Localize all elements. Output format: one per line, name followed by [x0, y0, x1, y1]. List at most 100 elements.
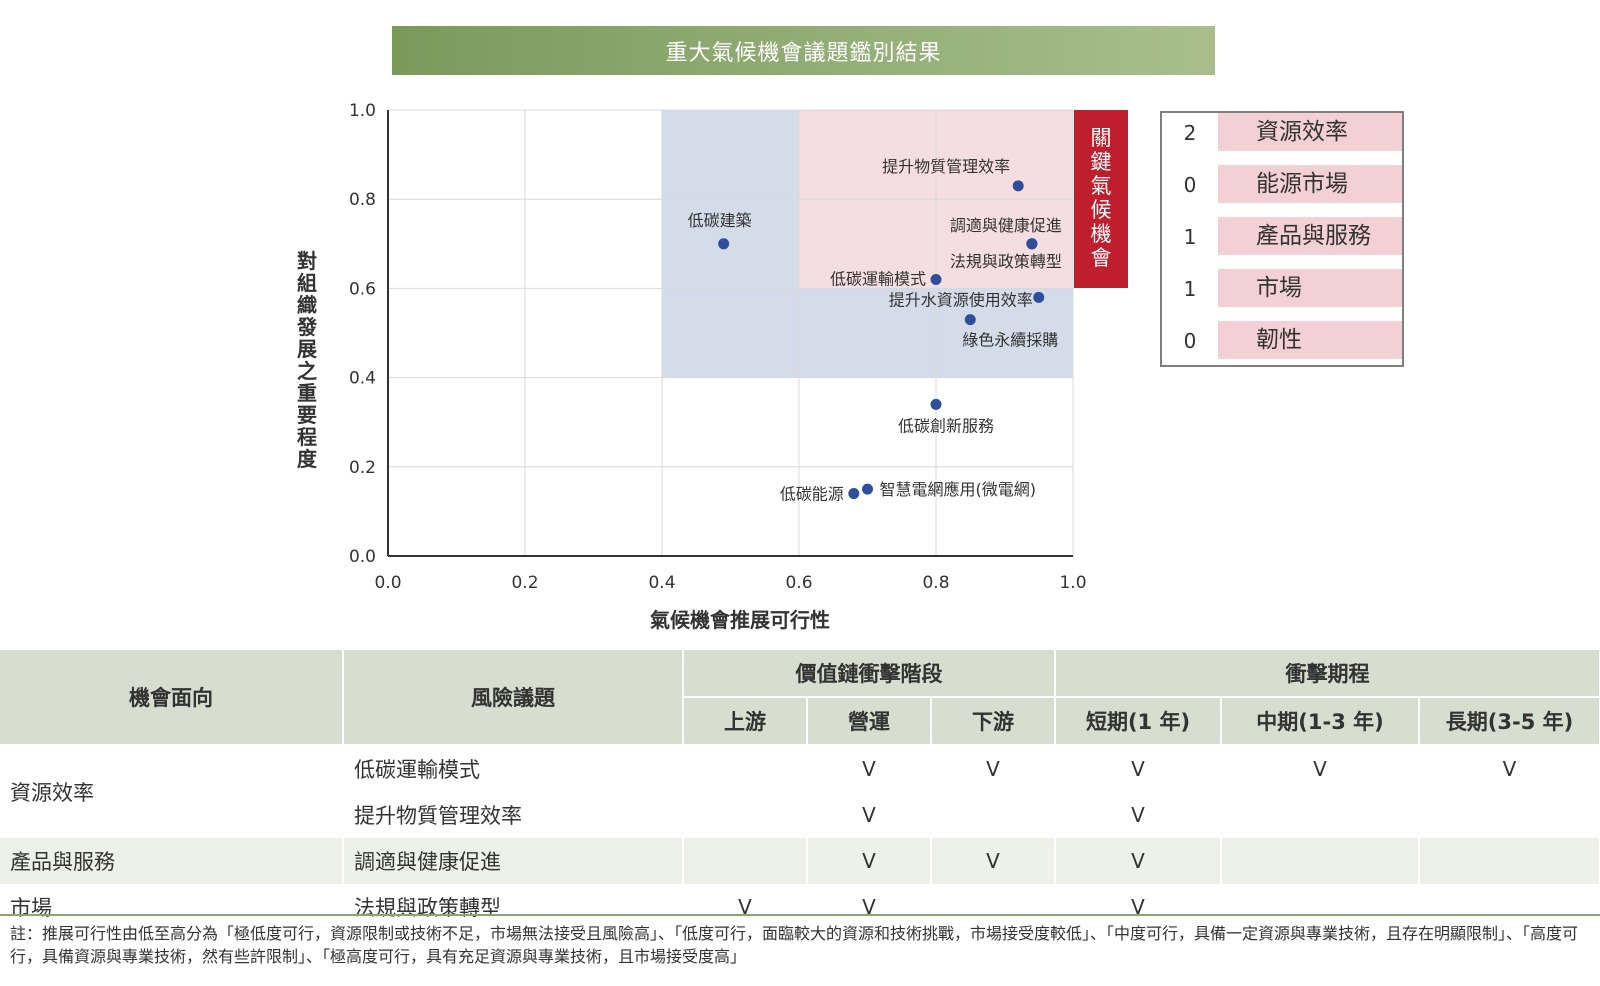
- key-opportunity-tag: 關鍵氣候機會: [1074, 110, 1128, 288]
- y-tick-label: 0.4: [349, 369, 376, 389]
- y-tick-label: 1.0: [349, 101, 376, 121]
- mark-cell: [1221, 884, 1421, 930]
- footnote: 註：推展可行性由低至高分為「極低度可行，資源限制或技術不足，市場無法接受且風險高…: [10, 924, 1579, 966]
- mark-cell: V: [807, 884, 932, 930]
- point-label: 智慧電網應用(微電網): [880, 480, 1037, 499]
- row-aspect: 資源效率: [0, 745, 344, 838]
- key-label: 韌性: [1218, 321, 1402, 359]
- key-row: 1 產品與服務: [1162, 217, 1402, 257]
- x-tick-label: 1.0: [1059, 573, 1086, 593]
- data-point: [848, 488, 860, 500]
- key-count: 1: [1183, 225, 1197, 249]
- mark-cell: V: [1419, 745, 1600, 792]
- mark-cell: [1221, 792, 1421, 838]
- key-count: 0: [1183, 173, 1197, 197]
- key-row: 2 資源效率: [1162, 113, 1402, 153]
- y-axis-title: 對組織發展之重要程度: [297, 249, 317, 471]
- table-row: 提升物質管理效率 V V: [0, 792, 1600, 838]
- row-issue: 調適與健康促進: [343, 838, 684, 884]
- key-row: 0 能源市場: [1162, 165, 1402, 205]
- mark-cell: [1419, 792, 1600, 838]
- opportunity-table: 機會面向 風險議題 價值鏈衝擊階段 衝擊期程 上游 營運 下游 短期(1 年) …: [0, 650, 1600, 930]
- mark-cell: V: [1221, 745, 1421, 792]
- note-divider: [0, 914, 1600, 916]
- mark-cell: [1419, 884, 1600, 930]
- row-issue: 低碳運輸模式: [343, 745, 684, 792]
- key-count-panel: 2 資源效率 0 能源市場 1 產品與服務 1 市場 0 韌性: [1160, 111, 1404, 367]
- header-upstream: 上游: [683, 697, 808, 746]
- data-point: [1012, 180, 1024, 192]
- scatter-chart: 0.0 0.0 0.2 0.2 0.4 0.4 0.6 0.6 0.8 0.8 1.0 1.0 提升物質…: [349, 101, 1087, 593]
- mark-cell: V: [1055, 884, 1223, 930]
- header-operation: 營運: [807, 697, 932, 746]
- mark-cell: [1419, 838, 1600, 884]
- data-point: [862, 483, 873, 495]
- table-row: 資源效率 低碳運輸模式 V V V V V: [0, 745, 1600, 838]
- header-timeline: 衝擊期程: [1055, 650, 1600, 698]
- point-label: 提升水資源使用效率: [889, 290, 1033, 309]
- header-short: 短期(1 年): [1055, 697, 1223, 746]
- point-label: 低碳建築: [688, 211, 752, 230]
- y-tick-label: 0.2: [349, 458, 376, 478]
- mark-cell: V: [931, 745, 1057, 792]
- x-tick-label: 0.0: [374, 573, 401, 593]
- row-aspect: 產品與服務: [0, 838, 344, 884]
- row-issue: 提升物質管理效率: [343, 792, 684, 838]
- key-label: 資源效率: [1218, 113, 1402, 151]
- header-value-chain: 價值鏈衝擊階段: [683, 650, 1057, 698]
- x-tick-label: 0.2: [511, 573, 538, 593]
- key-label: 產品與服務: [1218, 217, 1402, 255]
- mark-cell: V: [1055, 745, 1223, 792]
- header-long: 長期(3-5 年): [1419, 697, 1600, 746]
- y-tick-label: 0.8: [349, 190, 376, 210]
- point-label: 法規與政策轉型: [950, 252, 1062, 271]
- data-point: [1033, 291, 1045, 303]
- mark-cell: V: [1055, 792, 1223, 838]
- point-label: 低碳能源: [780, 485, 844, 504]
- x-tick-label: 0.4: [648, 573, 675, 593]
- point-label: 提升物質管理效率: [882, 157, 1010, 176]
- mark-cell: V: [807, 745, 932, 792]
- mark-cell: [683, 838, 808, 884]
- mark-cell: [931, 792, 1057, 838]
- point-label: 綠色永續採購: [962, 331, 1058, 350]
- header-downstream: 下游: [931, 697, 1057, 746]
- key-label: 能源市場: [1218, 165, 1402, 203]
- key-row: 0 韌性: [1162, 321, 1402, 361]
- x-axis-title: 氣候機會推展可行性: [650, 608, 830, 632]
- point-label: 低碳創新服務: [898, 416, 994, 435]
- y-tick-label: 0.0: [349, 547, 376, 567]
- mark-cell: [931, 884, 1057, 930]
- x-tick-label: 0.6: [785, 573, 812, 593]
- key-count: 2: [1183, 121, 1197, 145]
- mark-cell: V: [683, 884, 808, 930]
- data-point: [1026, 238, 1038, 250]
- mark-cell: [683, 792, 808, 838]
- mark-cell: [683, 745, 808, 792]
- mark-cell: [1221, 838, 1421, 884]
- table-row: 產品與服務 調適與健康促進 V V V: [0, 838, 1600, 884]
- header-mid: 中期(1-3 年): [1221, 697, 1421, 746]
- point-label: 調適與健康促進: [950, 216, 1062, 235]
- key-row: 1 市場: [1162, 269, 1402, 309]
- chart-title: 重大氣候機會議題鑑別結果: [392, 26, 1215, 75]
- x-tick-label: 0.8: [922, 573, 949, 593]
- key-count: 1: [1183, 277, 1197, 301]
- key-count: 0: [1183, 329, 1197, 353]
- data-point: [930, 398, 942, 410]
- data-point: [718, 238, 730, 250]
- key-label: 市場: [1218, 269, 1402, 307]
- header-aspect: 機會面向: [0, 650, 344, 746]
- row-issue: 法規與政策轉型: [343, 884, 684, 930]
- data-point: [964, 314, 976, 326]
- row-aspect: 市場: [0, 884, 344, 930]
- header-issue: 風險議題: [343, 650, 684, 746]
- y-tick-label: 0.6: [349, 279, 376, 299]
- mark-cell: V: [1055, 838, 1223, 884]
- mark-cell: V: [807, 792, 932, 838]
- mark-cell: V: [807, 838, 932, 884]
- point-label: 低碳運輸模式: [830, 269, 926, 288]
- table-row: 市場 法規與政策轉型 V V V: [0, 884, 1600, 930]
- mark-cell: V: [931, 838, 1057, 884]
- opportunity-table-section: 機會面向 風險議題 價值鏈衝擊階段 衝擊期程 上游 營運 下游 短期(1 年) …: [0, 650, 1600, 930]
